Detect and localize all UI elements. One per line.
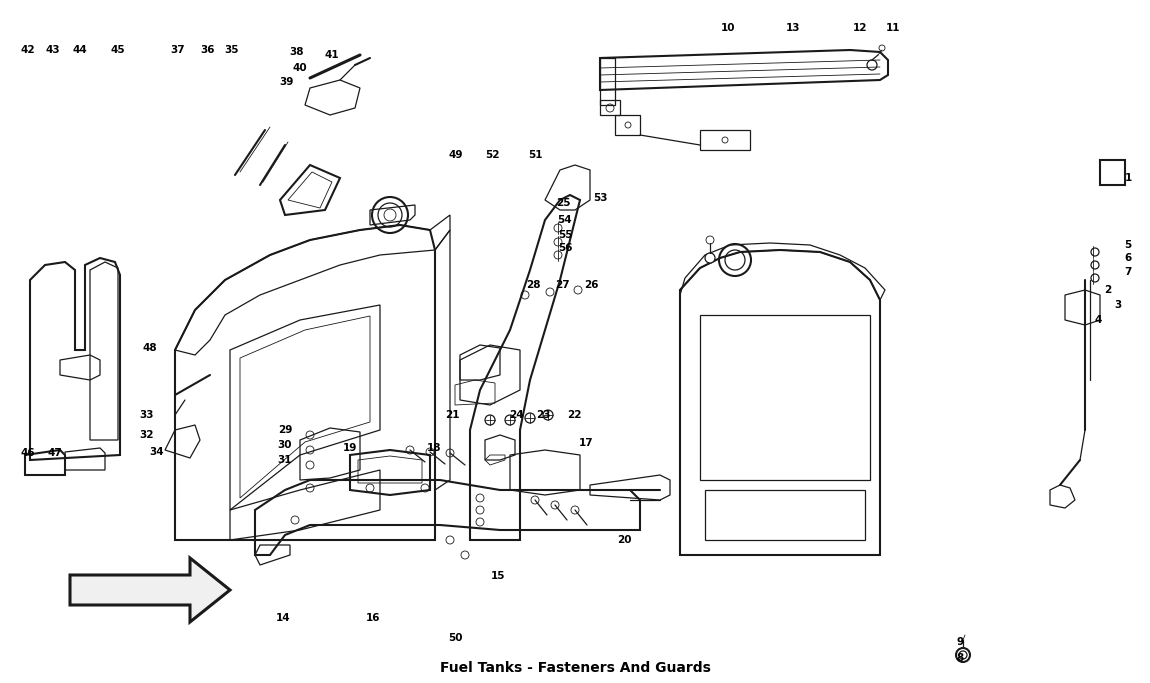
Text: 19: 19 — [343, 443, 358, 453]
Text: 35: 35 — [224, 45, 239, 55]
Text: Fuel Tanks - Fasteners And Guards: Fuel Tanks - Fasteners And Guards — [439, 661, 711, 675]
Text: 10: 10 — [721, 23, 735, 33]
Text: 6: 6 — [1125, 253, 1132, 263]
Text: 30: 30 — [278, 440, 292, 450]
Text: 36: 36 — [201, 45, 215, 55]
Text: 32: 32 — [140, 430, 154, 440]
Text: 17: 17 — [578, 438, 593, 448]
Text: 15: 15 — [491, 571, 505, 581]
Text: 27: 27 — [554, 280, 569, 290]
Text: 7: 7 — [1125, 267, 1132, 277]
Text: 50: 50 — [447, 633, 462, 643]
Text: 53: 53 — [592, 193, 607, 203]
Text: 47: 47 — [47, 448, 62, 458]
Text: 34: 34 — [150, 447, 164, 457]
Text: 4: 4 — [1095, 315, 1102, 325]
Text: 49: 49 — [448, 150, 463, 160]
Text: 5: 5 — [1125, 240, 1132, 250]
Text: 40: 40 — [293, 63, 307, 73]
Text: 11: 11 — [886, 23, 900, 33]
Text: 43: 43 — [46, 45, 60, 55]
Text: 2: 2 — [1104, 285, 1112, 295]
Text: 42: 42 — [21, 45, 36, 55]
Text: 26: 26 — [584, 280, 598, 290]
Text: 3: 3 — [1114, 300, 1121, 310]
Text: 45: 45 — [110, 45, 125, 55]
Text: 37: 37 — [170, 45, 185, 55]
Text: 41: 41 — [324, 50, 339, 60]
Text: 38: 38 — [290, 47, 305, 57]
Text: 21: 21 — [445, 410, 459, 420]
Text: 25: 25 — [555, 198, 570, 208]
Text: 14: 14 — [276, 613, 290, 623]
Text: 12: 12 — [853, 23, 867, 33]
Text: 22: 22 — [567, 410, 581, 420]
Text: 9: 9 — [957, 637, 964, 647]
Polygon shape — [70, 558, 230, 622]
Text: 18: 18 — [427, 443, 442, 453]
Text: 20: 20 — [616, 535, 631, 545]
Text: 56: 56 — [558, 243, 573, 253]
Text: 54: 54 — [558, 215, 573, 225]
Text: 52: 52 — [485, 150, 499, 160]
Text: 13: 13 — [785, 23, 800, 33]
Circle shape — [705, 253, 715, 263]
Text: 28: 28 — [526, 280, 540, 290]
Text: 8: 8 — [957, 653, 964, 663]
Text: 33: 33 — [140, 410, 154, 420]
Text: 48: 48 — [143, 343, 158, 353]
Text: 23: 23 — [536, 410, 550, 420]
Text: 46: 46 — [21, 448, 36, 458]
Text: 31: 31 — [278, 455, 292, 465]
Text: 55: 55 — [558, 230, 573, 240]
Text: 16: 16 — [366, 613, 381, 623]
Text: 44: 44 — [72, 45, 87, 55]
Text: 51: 51 — [528, 150, 543, 160]
Text: 29: 29 — [278, 425, 292, 435]
Text: 24: 24 — [508, 410, 523, 420]
Text: 1: 1 — [1125, 173, 1132, 183]
Text: 39: 39 — [278, 77, 293, 87]
